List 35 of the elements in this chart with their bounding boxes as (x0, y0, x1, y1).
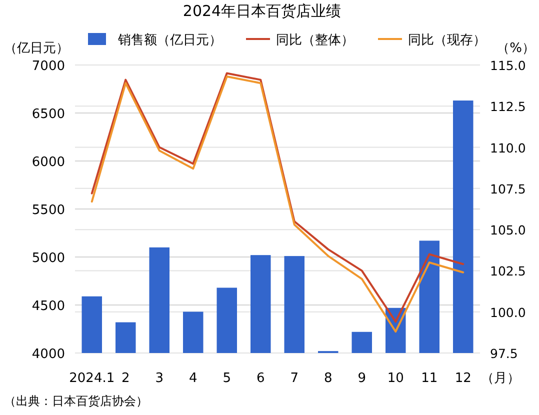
legend-label: 销售额（亿日元） (117, 33, 222, 48)
y-tick-label: 5500 (32, 203, 65, 218)
x-tick-label: 2 (121, 371, 130, 386)
y-tick-label: 7000 (32, 59, 65, 74)
x-tick-label: 7 (290, 371, 299, 386)
x-tick-label: 11 (421, 371, 438, 386)
x-tick-label: 2024.1 (69, 371, 115, 386)
text: （出典：日本百货店协会） (4, 394, 148, 408)
y-tick-label: 4500 (32, 299, 65, 314)
y-tick-label: 6500 (32, 107, 65, 122)
x-tick-label: 8 (324, 371, 332, 386)
x-tick-label: 4 (188, 371, 198, 386)
x-tick-label: 12 (454, 371, 472, 386)
y2-tick-label: 110.0 (490, 140, 526, 156)
legend-label: 同比（整体） (276, 33, 354, 48)
x-tick-label: 9 (358, 371, 366, 386)
x-tick-label: 5 (222, 371, 232, 386)
y-tick-label: 6000 (32, 155, 65, 170)
x-axis-title: （月） (481, 371, 520, 386)
y2-tick-label: 102.5 (490, 264, 526, 279)
y2-tick-label: 112.5 (490, 99, 526, 114)
y2-tick-label: 115.0 (490, 58, 526, 73)
y2-tick-label: 105.0 (490, 222, 526, 238)
y-tick-label: 5000 (32, 251, 65, 266)
y2-tick-label: 107.5 (490, 181, 526, 196)
x-tick-label: 3 (155, 371, 164, 386)
y2-axis-title: （%） (496, 41, 535, 56)
y-tick-label: 4000 (32, 347, 65, 362)
y-axis-title: （亿日元） (4, 41, 69, 56)
y2-tick-label: 100.0 (490, 304, 526, 320)
chart-title: 2024年日本百货店业绩 (182, 2, 342, 20)
legend-label: 同比（现存） (408, 33, 486, 48)
x-tick-label: 10 (387, 371, 404, 386)
y2-tick-label: 97.5 (490, 346, 518, 361)
x-tick-label: 6 (256, 371, 265, 386)
